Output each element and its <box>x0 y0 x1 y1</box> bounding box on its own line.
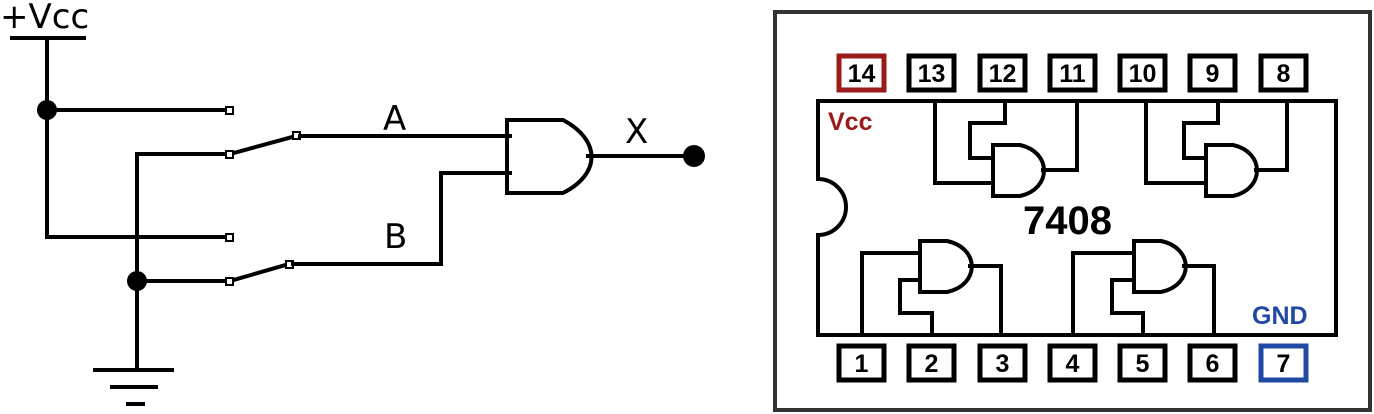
pin-9-box <box>1187 53 1238 93</box>
pin-7-number: 7 <box>1277 350 1291 378</box>
pin-3-number: 3 <box>996 350 1010 378</box>
pin-1: 1 <box>836 343 887 383</box>
pin-2-number: 2 <box>925 350 939 378</box>
pin-10-number: 10 <box>1129 60 1157 88</box>
pin-6-box <box>1187 343 1238 383</box>
top-pin-row: 14 13 12 11 10 9 8 <box>836 53 1309 93</box>
pin-3: 3 <box>977 343 1028 383</box>
pin-2-box <box>906 343 957 383</box>
pin-6: 6 <box>1187 343 1238 383</box>
pin-5-number: 5 <box>1136 350 1150 378</box>
gate-1-and <box>860 239 1003 337</box>
switch-b[interactable] <box>225 233 294 286</box>
pin-1-box <box>836 343 887 383</box>
pin-9: 9 <box>1187 53 1238 93</box>
vcc-pin-label: Vcc <box>828 108 873 136</box>
pin-10: 10 <box>1117 53 1168 93</box>
input-a-label: A <box>383 99 406 139</box>
pin-10-box <box>1117 53 1168 93</box>
output-label: X <box>625 112 648 152</box>
switch-a[interactable] <box>225 106 301 159</box>
pin-12-number: 12 <box>989 60 1017 88</box>
input-b-label: B <box>384 217 407 257</box>
pin-11: 11 <box>1047 53 1098 93</box>
pin-4: 4 <box>1047 343 1098 383</box>
pin-11-number: 11 <box>1059 60 1086 88</box>
pin-14-box <box>836 53 887 93</box>
gnd-pin-label: GND <box>1252 302 1308 330</box>
pin-7: 7 <box>1258 343 1309 383</box>
gate-2-and <box>1071 239 1216 337</box>
and-gate <box>505 118 594 195</box>
pin-5-box <box>1117 343 1168 383</box>
pin-1-number: 1 <box>855 350 869 378</box>
pin-5: 5 <box>1117 343 1168 383</box>
pin-6-number: 6 <box>1206 350 1220 378</box>
pin-11-box <box>1047 53 1098 93</box>
pin-12-box <box>977 53 1028 93</box>
ground-symbol <box>93 368 174 406</box>
input-b-wire <box>291 171 512 266</box>
supply-label: +Vcc <box>0 0 89 37</box>
pin-2: 2 <box>906 343 957 383</box>
chip-frame <box>773 10 1372 412</box>
pin-8-box <box>1258 53 1309 93</box>
pin-12: 12 <box>977 53 1028 93</box>
pin-8: 8 <box>1258 53 1309 93</box>
gate-4-and <box>1144 99 1289 198</box>
pin-8-number: 8 <box>1277 60 1291 88</box>
switch-circuit: +Vcc A <box>0 0 705 406</box>
pin-7-box <box>1258 343 1309 383</box>
bottom-pin-row: 1 2 3 4 5 6 7 <box>836 343 1309 383</box>
pin-13-number: 13 <box>918 60 946 88</box>
pin-3-box <box>977 343 1028 383</box>
pin-9-number: 9 <box>1206 60 1220 88</box>
pin-4-box <box>1047 343 1098 383</box>
pin-14-number: 14 <box>848 60 876 88</box>
pin-4-number: 4 <box>1066 350 1080 378</box>
chip-body <box>816 99 1338 337</box>
pin-14: 14 <box>836 53 887 93</box>
chip-part-number: 7408 <box>1023 199 1112 243</box>
gate-3-and <box>933 99 1079 198</box>
pin-13-box <box>906 53 957 93</box>
pin-13: 13 <box>906 53 957 93</box>
output-terminal <box>683 145 705 167</box>
